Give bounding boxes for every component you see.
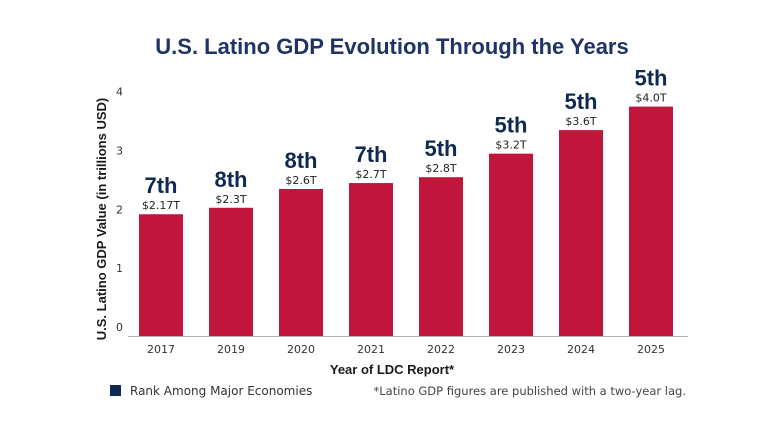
- value-label: $2.7T: [355, 168, 386, 181]
- y-tick-label: 2: [116, 203, 123, 216]
- bar-2021: [349, 183, 393, 336]
- rank-label: 5th: [565, 89, 598, 114]
- rank-label: 7th: [145, 173, 178, 198]
- y-tick-label: 0: [116, 321, 123, 334]
- rank-label: 5th: [425, 136, 458, 161]
- footnote: *Latino GDP figures are published with a…: [374, 384, 687, 398]
- rank-label: 5th: [635, 66, 668, 91]
- bar-2022: [419, 177, 463, 336]
- y-tick-label: 4: [116, 86, 123, 99]
- x-tick-label: 2021: [357, 343, 385, 356]
- x-tick-label: 2019: [217, 343, 245, 356]
- x-tick-label: 2017: [147, 343, 175, 356]
- rank-label: 7th: [355, 142, 388, 167]
- bar-2019: [209, 207, 253, 336]
- x-tick-label: 2025: [637, 343, 665, 356]
- bar-2020: [279, 188, 323, 336]
- bar-2023: [489, 153, 533, 336]
- value-label: $3.2T: [495, 139, 526, 152]
- x-axis-label: Year of LDC Report*: [330, 362, 455, 377]
- value-label: $2.8T: [425, 162, 456, 175]
- chart-title: U.S. Latino GDP Evolution Through the Ye…: [155, 34, 628, 59]
- value-label: $2.3T: [215, 193, 246, 206]
- x-tick-label: 2024: [567, 343, 595, 356]
- y-axis-ticks: 0 1 2 3 4: [116, 86, 123, 334]
- value-label: $4.0T: [635, 92, 666, 105]
- legend-swatch: [110, 385, 121, 396]
- bar-2024: [559, 130, 603, 336]
- x-axis-ticks: 2017 2019 2020 2021 2022 2023 2024 2025: [147, 343, 665, 356]
- x-tick-label: 2023: [497, 343, 525, 356]
- legend-label: Rank Among Major Economies: [130, 384, 312, 398]
- bar-2017: [139, 214, 183, 336]
- rank-label: 8th: [215, 167, 248, 192]
- rank-label: 8th: [285, 148, 318, 173]
- y-tick-label: 3: [116, 145, 123, 158]
- x-tick-label: 2022: [427, 343, 455, 356]
- value-label: $2.17T: [142, 199, 180, 212]
- bar-2025: [629, 106, 673, 337]
- value-label: $3.6T: [565, 115, 596, 128]
- x-tick-label: 2020: [287, 343, 315, 356]
- y-axis-label: U.S. Latino GDP Value (in trillions USD): [94, 98, 109, 340]
- rank-label: 5th: [495, 113, 528, 138]
- value-label: $2.6T: [285, 174, 316, 187]
- y-tick-label: 1: [116, 262, 123, 275]
